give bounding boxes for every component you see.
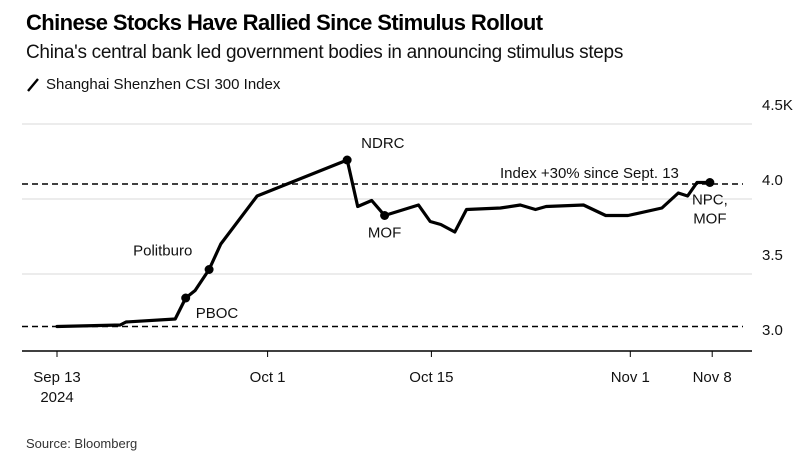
legend-label: Shanghai Shenzhen CSI 300 Index [46, 76, 281, 93]
event-marker [705, 178, 715, 187]
y-tick-label: 4.5K [762, 97, 793, 114]
x-tick-label: Nov 8 [693, 369, 732, 386]
event-label: NPC, [692, 192, 728, 209]
legend: Shanghai Shenzhen CSI 300 Index [26, 76, 280, 93]
chart-subtitle: China's central bank led government bodi… [26, 42, 624, 63]
y-tick-label: 4.0 [762, 172, 783, 189]
x-tick-label: Oct 1 [250, 369, 286, 386]
event-label: MOF [693, 211, 726, 228]
reference-line-label: Index +30% since Sept. 13 [500, 165, 679, 182]
event-label: NDRC [361, 135, 404, 152]
event-label: Politburo [133, 243, 192, 260]
source-note: Source: Bloomberg [26, 436, 138, 451]
chart-title: Chinese Stocks Have Rallied Since Stimul… [26, 10, 543, 35]
event-marker [342, 155, 352, 165]
x-tick-label: Nov 1 [611, 369, 650, 386]
series-line-csi300 [55, 158, 712, 329]
event-marker [380, 211, 390, 220]
y-tick-label: 3.5 [762, 247, 783, 264]
y-tick-label: 3.0 [762, 322, 783, 339]
x-tick-sublabel: 2024 [40, 389, 73, 406]
x-tick-label: Oct 15 [409, 369, 453, 386]
legend-line-icon [27, 77, 39, 92]
event-marker [181, 293, 191, 303]
event-label: MOF [368, 225, 401, 242]
event-marker [204, 265, 214, 274]
x-tick-label: Sep 13 [33, 369, 81, 386]
event-label: PBOC [196, 305, 239, 322]
